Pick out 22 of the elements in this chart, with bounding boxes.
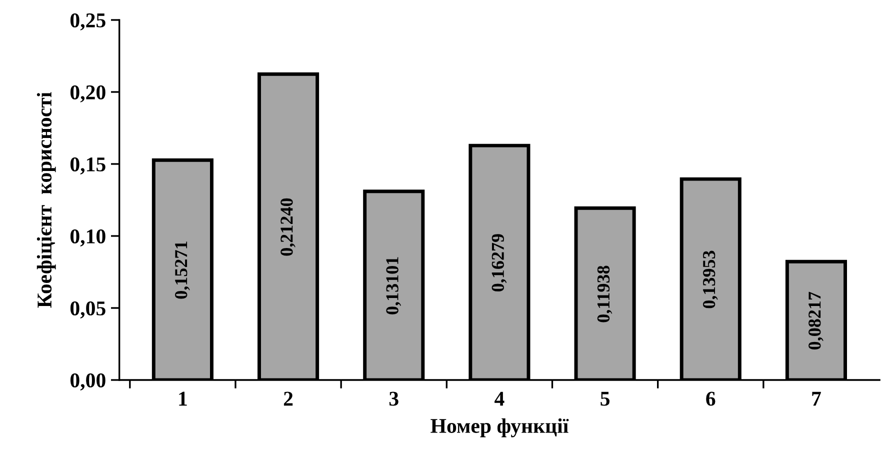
y-axis-title: Коефіцієнт корисності <box>36 92 56 308</box>
data-label: 0,13953 <box>702 250 718 308</box>
y-tick-label: 0,15 <box>70 157 106 174</box>
data-label: 0,16279 <box>492 234 507 292</box>
data-label: 0,11938 <box>597 266 612 322</box>
x-tick-label: 5 <box>600 392 610 406</box>
y-tick-label: 0,10 <box>70 229 106 246</box>
x-axis-title: Номер функції <box>430 418 569 438</box>
data-label: 0,21240 <box>280 198 296 256</box>
x-tick-label: 4 <box>494 392 504 406</box>
data-label: 0,13101 <box>386 257 402 314</box>
y-tick-label: 0,00 <box>70 373 106 390</box>
x-tick-label: 2 <box>284 392 293 406</box>
y-tick-label: 0,05 <box>70 301 106 318</box>
x-tick-label: 7 <box>812 392 821 406</box>
x-tick-label: 1 <box>179 392 187 406</box>
data-label: 0,15271 <box>175 242 190 299</box>
x-tick-label: 6 <box>706 392 716 406</box>
x-tick-label: 3 <box>389 392 398 406</box>
data-label: 0,08217 <box>808 292 824 350</box>
y-tick-label: 0,25 <box>70 13 106 30</box>
y-tick-label: 0,20 <box>70 85 106 102</box>
